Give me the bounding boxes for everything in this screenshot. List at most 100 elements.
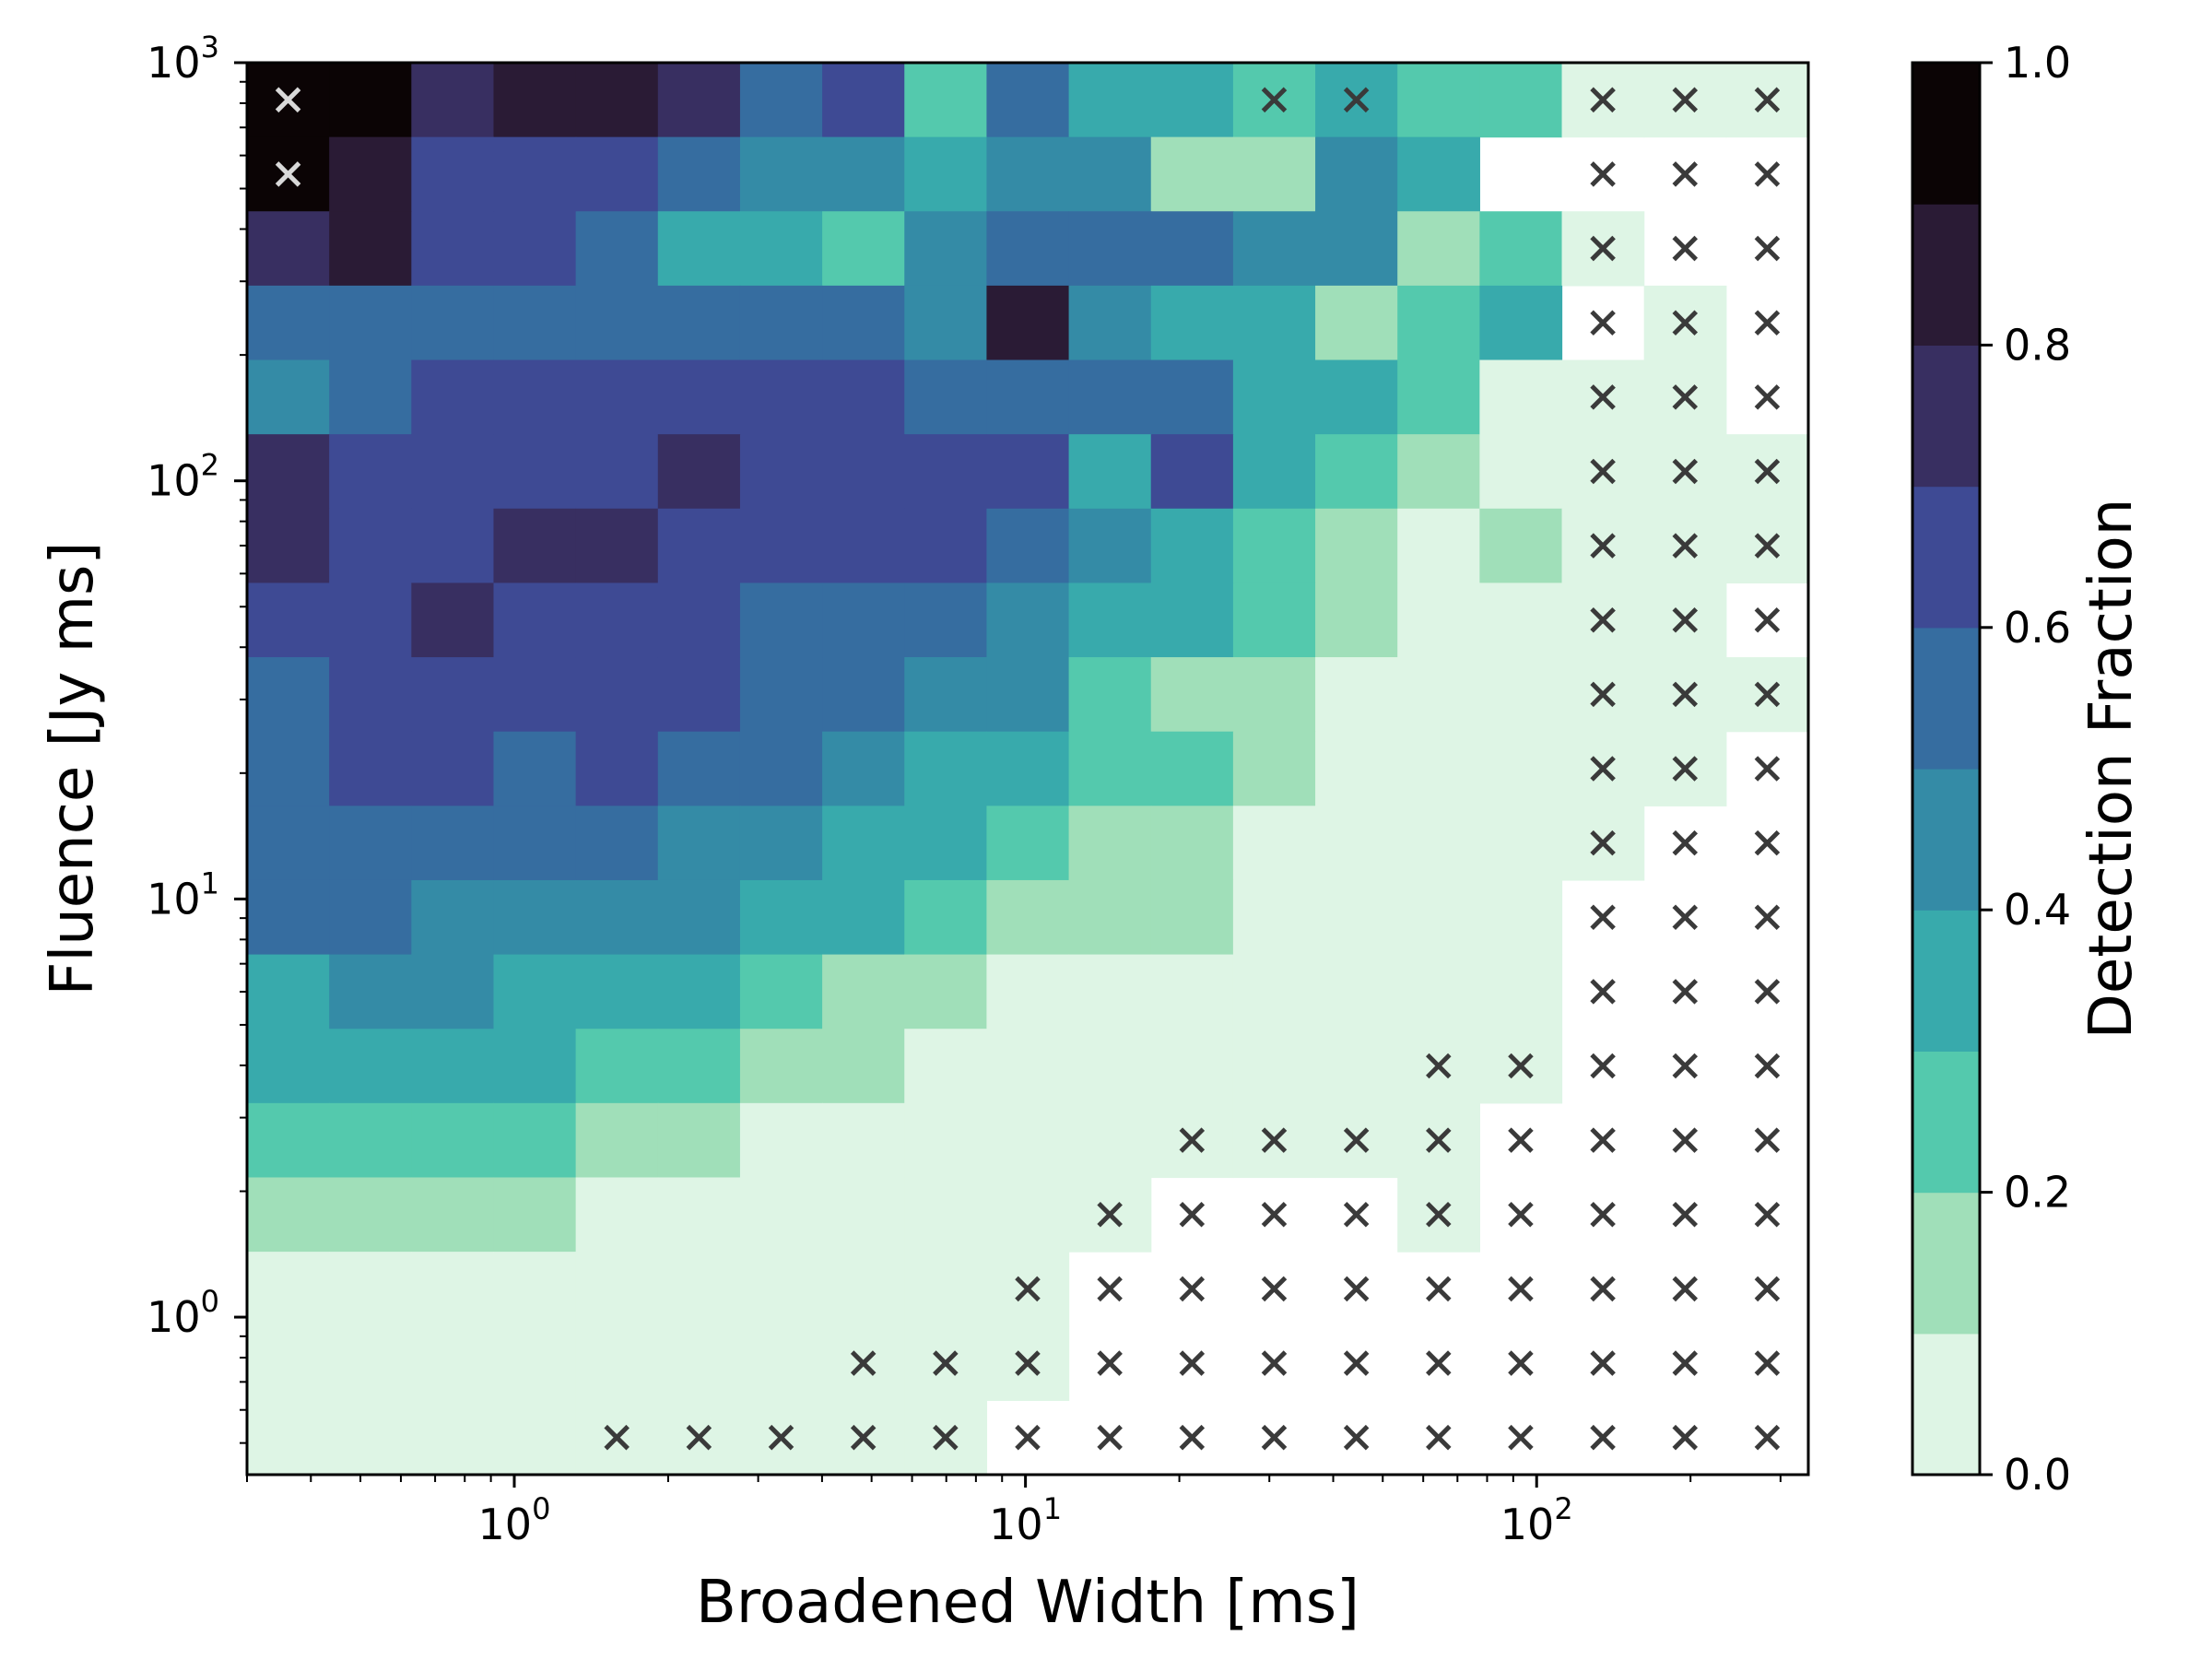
x-marker (1754, 979, 1781, 1005)
heatmap-cell (1068, 879, 1152, 956)
heatmap-cell (904, 508, 988, 584)
heatmap-cell (1150, 1029, 1234, 1104)
colorbar-swatch (1912, 769, 1980, 911)
colorbar-swatch (1912, 1333, 1980, 1476)
x-marker-stroke (1754, 904, 1781, 931)
heatmap-cell (904, 434, 988, 510)
heatmap-cell (247, 1029, 330, 1104)
heatmap-cell (247, 508, 330, 584)
x-marker-stroke (1343, 1202, 1370, 1228)
colorbar-swatch (1912, 627, 1980, 770)
x-marker (1754, 904, 1781, 931)
heatmap-cell (1068, 657, 1152, 733)
x-marker (1590, 235, 1616, 262)
x-marker-stroke (768, 1424, 794, 1451)
x-marker-stroke (1179, 1424, 1206, 1451)
heatmap-cell (739, 806, 823, 881)
heatmap-cell (1232, 806, 1316, 881)
x-marker-stroke (1261, 1202, 1288, 1228)
heatmap-cell (739, 136, 823, 212)
heatmap-cell (1315, 434, 1398, 510)
x-marker-stroke (1590, 235, 1616, 262)
x-marker (1754, 87, 1781, 113)
x-marker (275, 161, 301, 187)
heatmap-cell (247, 285, 330, 361)
heatmap-cell (904, 63, 988, 138)
colorbar-tick-label: 0.8 (2004, 320, 2071, 370)
x-marker (1672, 161, 1699, 187)
x-marker (1590, 1053, 1616, 1079)
x-marker-stroke (1590, 756, 1616, 782)
heatmap-cell (1150, 806, 1234, 881)
x-marker (1261, 1350, 1288, 1376)
heatmap-cell (575, 1252, 659, 1327)
x-marker (1672, 87, 1699, 113)
heatmap-cell (329, 508, 412, 584)
x-tick-label: 100 (478, 1491, 551, 1549)
x-marker (1672, 1424, 1699, 1451)
x-marker (1672, 904, 1699, 931)
heatmap-cell (247, 879, 330, 956)
x-marker (1672, 756, 1699, 782)
heatmap-cell (1479, 359, 1563, 435)
heatmap-cell (1068, 1029, 1152, 1104)
x-marker (1015, 1424, 1041, 1451)
x-marker-stroke (1179, 1202, 1206, 1228)
heatmap-cell (822, 806, 905, 881)
heatmap-cell (739, 879, 823, 956)
x-marker (1343, 1350, 1370, 1376)
x-marker (1672, 1053, 1699, 1079)
heatmap-cell (247, 1177, 330, 1253)
heatmap-cell (1315, 136, 1398, 212)
heatmap-cell (657, 508, 741, 584)
heatmap-cell (493, 1325, 577, 1401)
heatmap-cell (1150, 136, 1234, 212)
heatmap-cell (1068, 731, 1152, 806)
colorbar-swatch (1912, 910, 1980, 1052)
x-marker (1261, 1424, 1288, 1451)
heatmap-cell (247, 954, 330, 1030)
heatmap-cell (329, 806, 412, 881)
x-marker (1179, 1350, 1206, 1376)
heatmap-cell (1315, 285, 1398, 361)
x-marker-stroke (1672, 1276, 1699, 1302)
heatmap-cell (986, 806, 1070, 881)
heatmap-cell (493, 731, 577, 806)
heatmap-cell (575, 211, 659, 287)
heatmap-cell (411, 508, 495, 584)
x-marker (1508, 1424, 1534, 1451)
heatmap-cell (1232, 434, 1316, 510)
heatmap-cell (1479, 879, 1563, 956)
x-marker (1508, 1053, 1534, 1079)
x-marker (1672, 1202, 1699, 1228)
heatmap-cell (657, 657, 741, 733)
plot-frame (245, 61, 1810, 1477)
heatmap-cell (493, 954, 577, 1030)
heatmap-cell (329, 136, 412, 212)
x-marker (1590, 904, 1616, 931)
x-marker-stroke (1590, 458, 1616, 485)
heatmap-cell (986, 954, 1070, 1030)
x-marker-stroke (1426, 1350, 1452, 1376)
heatmap-cell (904, 582, 988, 658)
heatmap-cell (329, 1177, 412, 1253)
colorbar-tick-label: 0.4 (2004, 885, 2071, 935)
x-marker (1343, 87, 1370, 113)
x-marker-stroke (1590, 384, 1616, 410)
heatmap-cell (986, 136, 1070, 212)
colorbar-tick-label: 0.6 (2004, 603, 2071, 653)
x-marker (1508, 1350, 1534, 1376)
heatmap-cell (739, 359, 823, 435)
heatmap-cell (739, 1252, 823, 1327)
heatmap-cell (1150, 731, 1234, 806)
heatmap-cell (739, 657, 823, 733)
x-marker-stroke (1261, 87, 1288, 113)
x-marker-stroke (1097, 1202, 1123, 1228)
x-marker-stroke (1754, 756, 1781, 782)
heatmap-cell (657, 1177, 741, 1253)
x-marker (1754, 756, 1781, 782)
heatmap-cell (739, 1102, 823, 1179)
x-marker (1015, 1350, 1041, 1376)
heatmap-cell (411, 657, 495, 733)
x-marker (1508, 1127, 1534, 1153)
